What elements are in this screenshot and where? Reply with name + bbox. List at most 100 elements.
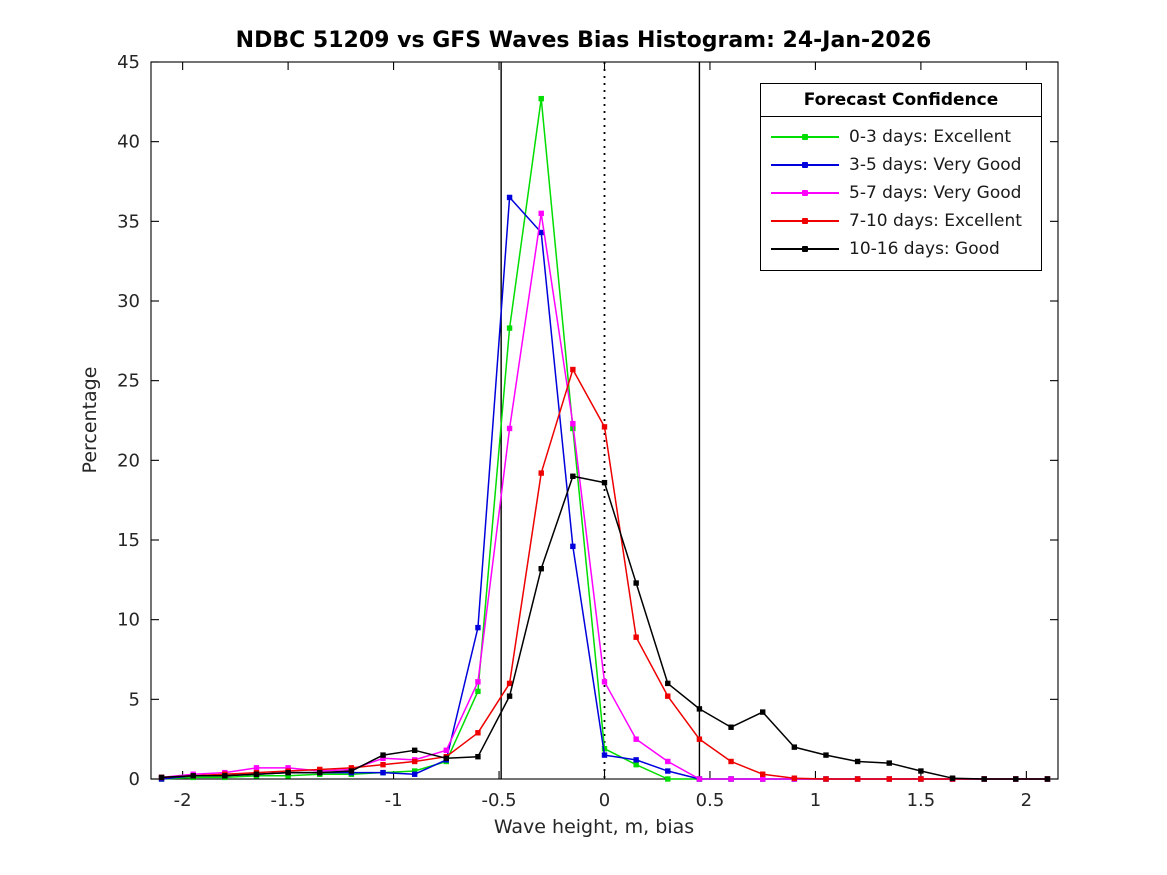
legend-item-4[interactable]: 10-16 days: Good [761, 235, 1041, 263]
legend-item-label: 10-16 days: Good [849, 239, 1000, 259]
data-point-marker [981, 776, 987, 782]
legend-item-0[interactable]: 0-3 days: Excellent [761, 123, 1041, 151]
data-point-marker [253, 765, 260, 771]
data-point-marker [633, 736, 639, 742]
data-point-marker [918, 768, 924, 774]
legend-item-label: 5-7 days: Very Good [849, 183, 1022, 203]
data-point-marker [443, 747, 449, 754]
data-point-marker [506, 194, 513, 201]
data-point-marker [506, 325, 513, 331]
y-tick-label: 20 [117, 450, 140, 471]
legend-line-swatch-icon [771, 130, 839, 144]
data-point-marker [570, 473, 576, 479]
data-point-marker [475, 679, 481, 685]
data-point-marker [1044, 776, 1051, 782]
legend-item-label: 3-5 days: Very Good [849, 155, 1022, 175]
data-point-marker [475, 688, 481, 695]
data-point-marker [538, 95, 544, 102]
data-point-marker [1013, 776, 1019, 782]
legend-title: Forecast Confidence [761, 84, 1041, 117]
data-point-marker [665, 758, 671, 765]
data-point-marker [665, 768, 671, 774]
data-point-marker [696, 706, 703, 712]
legend-line-swatch-icon [771, 186, 839, 200]
data-point-marker [475, 753, 481, 760]
data-point-marker [601, 479, 608, 486]
data-point-marker [696, 776, 703, 782]
legend-item-label: 7-10 days: Excellent [849, 211, 1022, 231]
data-point-marker [633, 757, 639, 763]
data-point-marker [443, 755, 449, 761]
data-point-marker [538, 470, 544, 476]
data-point-marker [411, 747, 418, 754]
data-point-marker [759, 776, 766, 782]
data-point-marker [601, 679, 608, 685]
y-tick-label: 45 [117, 52, 140, 73]
data-point-marker [728, 724, 734, 730]
data-point-marker [411, 758, 418, 765]
data-point-marker [411, 771, 418, 777]
data-point-marker [601, 424, 608, 430]
x-tick-label: 0 [599, 790, 610, 811]
legend: Forecast Confidence 0-3 days: Excellent 3… [760, 83, 1042, 271]
y-axis-label: Percentage [79, 367, 101, 474]
y-tick-label: 30 [117, 291, 140, 312]
data-point-marker [380, 761, 386, 768]
data-point-marker [728, 776, 734, 782]
legend-item-1[interactable]: 3-5 days: Very Good [761, 151, 1041, 179]
legend-line-swatch-icon [771, 158, 839, 172]
x-tick-label: -2 [174, 790, 192, 811]
data-point-marker [570, 420, 576, 427]
data-point-marker [823, 776, 829, 782]
data-point-marker [854, 776, 861, 782]
x-axis-ticks: -2 -1.5 -1 -0.5 0 0.5 1 1.5 2 [174, 62, 1032, 811]
data-point-marker [506, 680, 513, 687]
y-tick-label: 40 [117, 132, 140, 153]
data-point-marker [317, 769, 323, 776]
data-point-marker [570, 366, 576, 373]
data-point-marker [949, 775, 956, 781]
y-tick-label: 0 [129, 769, 140, 790]
data-point-marker [538, 210, 544, 217]
data-point-marker [633, 634, 639, 640]
data-point-marker [665, 693, 671, 699]
x-tick-label: -0.5 [481, 790, 516, 811]
legend-item-3[interactable]: 7-10 days: Excellent [761, 207, 1041, 235]
data-point-marker [759, 709, 766, 715]
data-point-marker [759, 771, 766, 777]
data-point-marker [886, 776, 892, 782]
y-axis-ticks: 0 5 10 15 20 25 30 35 40 45 [117, 52, 1058, 790]
y-tick-label: 25 [117, 371, 140, 392]
x-tick-label: 0.5 [696, 790, 725, 811]
data-point-marker [348, 768, 355, 774]
data-point-marker [728, 758, 734, 765]
y-tick-label: 5 [129, 689, 140, 710]
data-point-marker [665, 776, 671, 782]
data-point-marker [538, 565, 544, 572]
data-point-marker [665, 680, 671, 687]
legend-item-2[interactable]: 5-7 days: Very Good [761, 179, 1041, 207]
data-point-marker [285, 769, 291, 776]
data-point-marker [633, 761, 639, 768]
series-line-4 [158, 473, 1051, 782]
data-point-marker [253, 771, 260, 777]
data-point-marker [380, 769, 386, 776]
data-point-marker [823, 752, 829, 758]
data-point-marker [570, 543, 576, 550]
x-tick-label: 1.5 [907, 790, 936, 811]
data-point-marker [475, 624, 481, 631]
y-tick-label: 35 [117, 211, 140, 232]
data-point-marker [380, 752, 386, 758]
x-tick-label: -1.5 [271, 790, 306, 811]
legend-line-swatch-icon [771, 242, 839, 256]
data-point-marker [854, 758, 861, 765]
data-point-marker [791, 744, 798, 750]
legend-items: 0-3 days: Excellent 3-5 days: Very Good 5-… [761, 117, 1041, 270]
data-point-marker [506, 693, 513, 699]
data-point-marker [918, 776, 924, 782]
data-point-marker [601, 752, 608, 758]
x-tick-label: 1 [810, 790, 821, 811]
data-point-marker [158, 774, 165, 781]
